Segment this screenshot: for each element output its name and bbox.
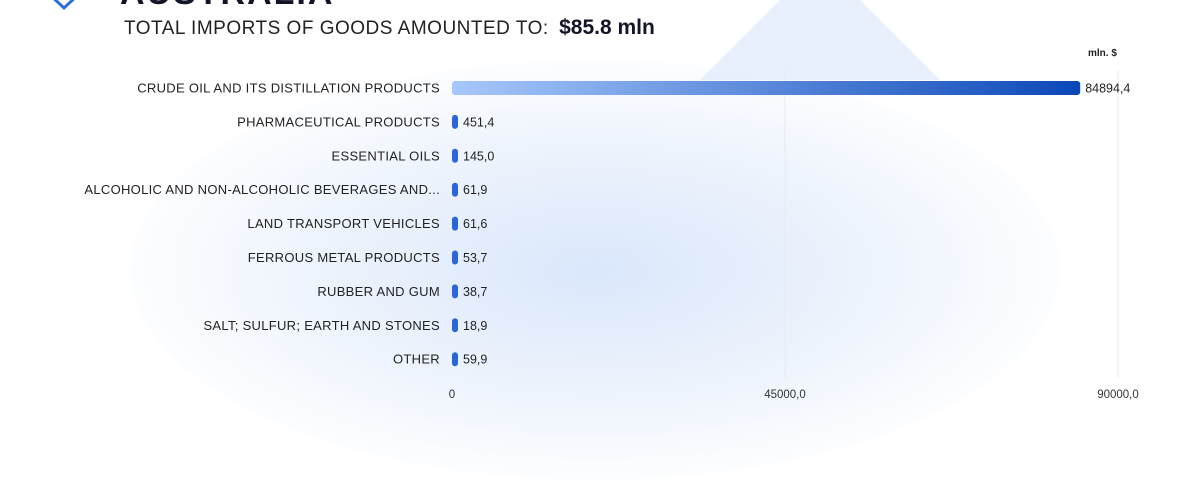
background-glow bbox=[130, 60, 1060, 480]
category-label: RUBBER AND GUM bbox=[317, 284, 440, 299]
category-label: CRUDE OIL AND ITS DISTILLATION PRODUCTS bbox=[137, 81, 440, 96]
data-label: 53,7 bbox=[463, 251, 487, 265]
category-label: OTHER bbox=[393, 352, 440, 367]
total-imports-value: $85.8 mln bbox=[559, 16, 655, 39]
bar bbox=[452, 114, 458, 129]
bar bbox=[452, 81, 1081, 95]
background-shape bbox=[700, 0, 940, 80]
data-label: 451,4 bbox=[463, 115, 494, 129]
bars: CRUDE OIL AND ITS DISTILLATION PRODUCTS 8… bbox=[84, 81, 1130, 367]
category-label: ESSENTIAL OILS bbox=[332, 148, 441, 163]
data-label: 145,0 bbox=[463, 149, 494, 163]
bar bbox=[452, 182, 458, 197]
x-tick-label: 45000,0 bbox=[764, 389, 806, 401]
total-imports-header: TOTAL IMPORTS OF GOODS AMOUNTED TO: $85.… bbox=[124, 16, 655, 40]
data-label: 61,6 bbox=[463, 217, 487, 231]
data-label: 59,9 bbox=[463, 353, 487, 367]
data-label: 18,9 bbox=[463, 319, 487, 333]
bar bbox=[452, 250, 458, 265]
unit-label: mln. $ bbox=[1088, 48, 1117, 59]
data-label: 61,9 bbox=[463, 183, 487, 197]
data-label: 38,7 bbox=[463, 285, 487, 299]
x-axis-ticks: 0 45000,0 90000,0 bbox=[449, 389, 1139, 401]
category-label: LAND TRANSPORT VEHICLES bbox=[247, 216, 440, 231]
category-label: ALCOHOLIC AND NON-ALCOHOLIC BEVERAGES AN… bbox=[84, 182, 440, 197]
category-label: PHARMACEUTICAL PRODUCTS bbox=[237, 114, 440, 129]
grid-lines bbox=[784, 70, 1119, 378]
logo-icon bbox=[53, 0, 75, 11]
bar bbox=[452, 284, 458, 299]
bar bbox=[452, 148, 458, 163]
category-label: FERROUS METAL PRODUCTS bbox=[248, 250, 440, 265]
total-imports-label: TOTAL IMPORTS OF GOODS AMOUNTED TO: bbox=[124, 18, 549, 39]
bar bbox=[452, 352, 458, 367]
bar bbox=[452, 216, 458, 231]
data-label: 84894,4 bbox=[1085, 82, 1130, 96]
x-tick-label: 0 bbox=[449, 389, 455, 401]
category-label: SALT; SULFUR; EARTH AND STONES bbox=[203, 318, 440, 333]
x-tick-label: 90000,0 bbox=[1097, 389, 1139, 401]
country-title: AUSTRALIA bbox=[120, 0, 334, 13]
bar bbox=[452, 318, 458, 333]
